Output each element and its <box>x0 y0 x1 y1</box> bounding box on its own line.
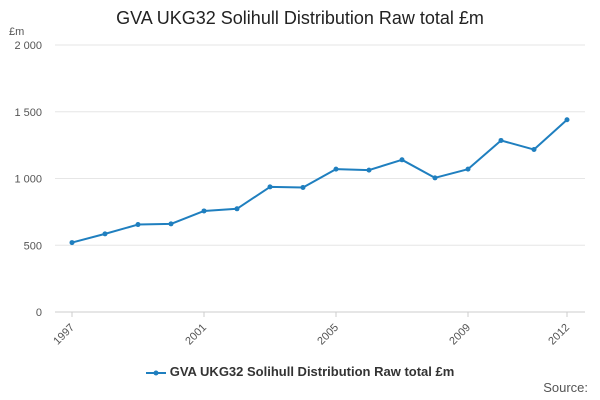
data-point[interactable] <box>564 117 570 123</box>
y-tick-label: 2 000 <box>14 40 42 52</box>
legend-line-marker-icon <box>145 370 166 376</box>
data-point[interactable] <box>399 157 405 163</box>
x-tick-label: 2012 <box>546 322 572 348</box>
legend-label: GVA UKG32 Solihull Distribution Raw tota… <box>169 364 455 379</box>
data-point[interactable] <box>531 147 537 153</box>
data-point[interactable] <box>465 166 471 172</box>
series-line <box>71 119 568 244</box>
x-axis-ticks: 1997 2001 2005 2009 2012 <box>51 312 572 347</box>
series-group <box>69 117 570 246</box>
data-point[interactable] <box>201 208 207 214</box>
data-point[interactable] <box>69 240 75 246</box>
data-point[interactable] <box>432 175 438 181</box>
y-tick-label: 1 500 <box>14 107 42 119</box>
x-tick-label: 2005 <box>315 322 341 348</box>
y-tick-label: 500 <box>24 240 42 252</box>
chart-title: GVA UKG32 Solihull Distribution Raw tota… <box>116 8 484 28</box>
x-tick-label: 1997 <box>51 322 77 348</box>
data-point[interactable] <box>267 184 273 190</box>
y-tick-label: 1 000 <box>14 174 42 186</box>
y-axis-ticks: 0 500 1 000 1 500 2 000 <box>14 40 42 319</box>
data-point[interactable] <box>498 137 504 143</box>
y-tick-label: 0 <box>36 307 42 319</box>
y-axis-unit-label: £m <box>9 26 25 38</box>
legend[interactable]: GVA UKG32 Solihull Distribution Raw tota… <box>0 364 600 379</box>
data-point[interactable] <box>333 166 339 172</box>
x-tick-label: 2009 <box>447 322 473 348</box>
data-point[interactable] <box>102 231 108 237</box>
data-point[interactable] <box>300 184 306 190</box>
data-point[interactable] <box>135 222 141 228</box>
source-label: Source: <box>543 380 588 395</box>
data-point[interactable] <box>168 221 174 227</box>
data-point[interactable] <box>366 167 372 173</box>
data-point[interactable] <box>234 206 240 212</box>
x-tick-label: 2001 <box>183 322 209 348</box>
